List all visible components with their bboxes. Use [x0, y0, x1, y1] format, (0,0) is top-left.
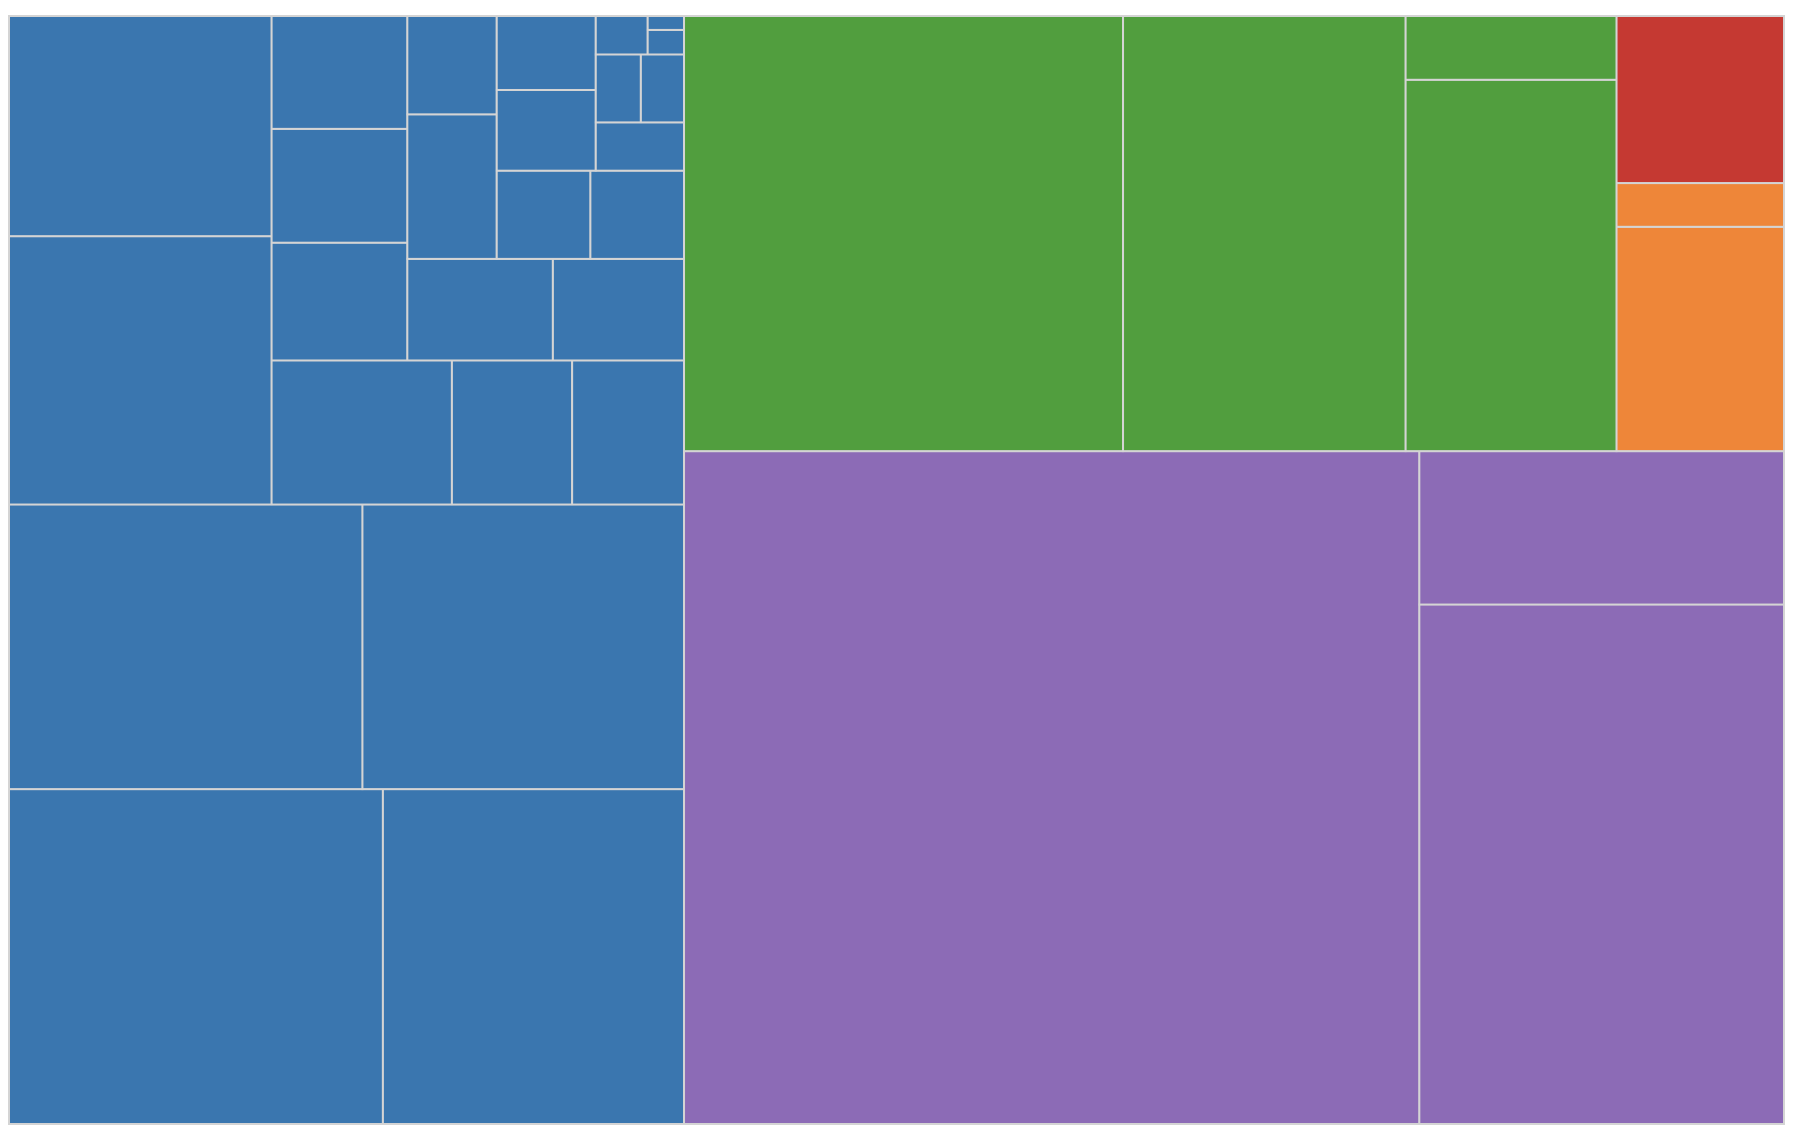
treemap-tile	[450, 359, 574, 506]
treemap-tile	[683, 450, 1421, 1125]
treemap-tile	[1615, 182, 1785, 228]
treemap-tile	[8, 235, 273, 506]
treemap-tile	[270, 15, 409, 130]
treemap-tile	[406, 257, 554, 362]
treemap-tile	[683, 15, 1125, 453]
treemap-tile	[594, 53, 642, 124]
treemap-tile	[270, 127, 409, 244]
treemap-tile	[495, 169, 592, 260]
treemap-tile	[495, 15, 597, 91]
treemap-tile	[639, 53, 686, 124]
treemap-tile	[1122, 15, 1407, 453]
treemap-tile	[270, 241, 409, 362]
treemap-tile	[1615, 225, 1785, 453]
treemap-tile	[406, 15, 498, 116]
treemap-tile	[8, 503, 364, 791]
treemap-tile	[646, 28, 686, 56]
treemap-tile	[8, 788, 384, 1125]
treemap-tile	[1418, 450, 1786, 606]
treemap-tile	[551, 257, 686, 362]
treemap-tile	[1615, 15, 1785, 185]
treemap-tile	[571, 359, 686, 506]
treemap-tile	[270, 359, 453, 506]
treemap-tile	[594, 15, 649, 56]
treemap-tile	[361, 503, 686, 791]
treemap-tile	[406, 113, 498, 260]
treemap-tile	[495, 88, 597, 172]
treemap-tile	[1404, 15, 1618, 81]
treemap-tile	[381, 788, 686, 1125]
treemap-tile	[1418, 603, 1786, 1125]
treemap-tile	[1404, 78, 1618, 453]
treemap-tile	[594, 121, 686, 172]
treemap-tile	[589, 169, 686, 260]
treemap-tile	[8, 15, 273, 238]
treemap-tile	[646, 15, 686, 31]
